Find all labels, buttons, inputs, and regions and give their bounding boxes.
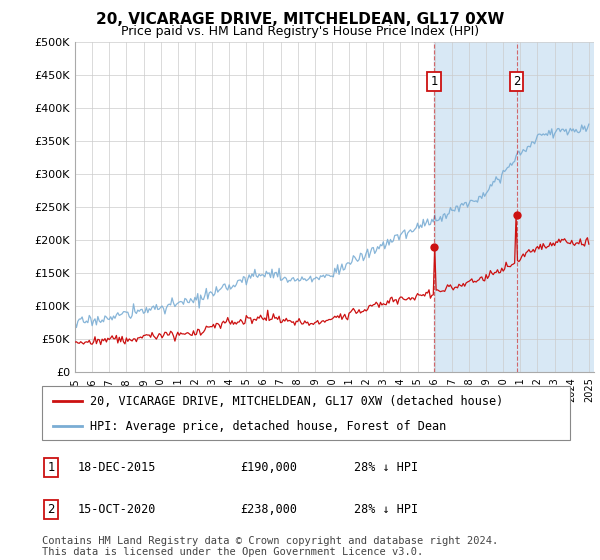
Text: 28% ↓ HPI: 28% ↓ HPI xyxy=(354,503,418,516)
Text: 2: 2 xyxy=(47,503,55,516)
Text: 18-DEC-2015: 18-DEC-2015 xyxy=(78,461,157,474)
Bar xyxy=(434,42,594,372)
Text: 20, VICARAGE DRIVE, MITCHELDEAN, GL17 0XW: 20, VICARAGE DRIVE, MITCHELDEAN, GL17 0X… xyxy=(96,12,504,27)
Text: 1: 1 xyxy=(47,461,55,474)
Text: 2: 2 xyxy=(513,75,520,88)
Text: Price paid vs. HM Land Registry's House Price Index (HPI): Price paid vs. HM Land Registry's House … xyxy=(121,25,479,38)
Text: HPI: Average price, detached house, Forest of Dean: HPI: Average price, detached house, Fore… xyxy=(89,420,446,433)
Text: 1: 1 xyxy=(430,75,438,88)
Text: 15-OCT-2020: 15-OCT-2020 xyxy=(78,503,157,516)
Text: 28% ↓ HPI: 28% ↓ HPI xyxy=(354,461,418,474)
Text: £238,000: £238,000 xyxy=(240,503,297,516)
Text: £190,000: £190,000 xyxy=(240,461,297,474)
Text: 20, VICARAGE DRIVE, MITCHELDEAN, GL17 0XW (detached house): 20, VICARAGE DRIVE, MITCHELDEAN, GL17 0X… xyxy=(89,395,503,408)
Text: Contains HM Land Registry data © Crown copyright and database right 2024.
This d: Contains HM Land Registry data © Crown c… xyxy=(42,535,498,557)
